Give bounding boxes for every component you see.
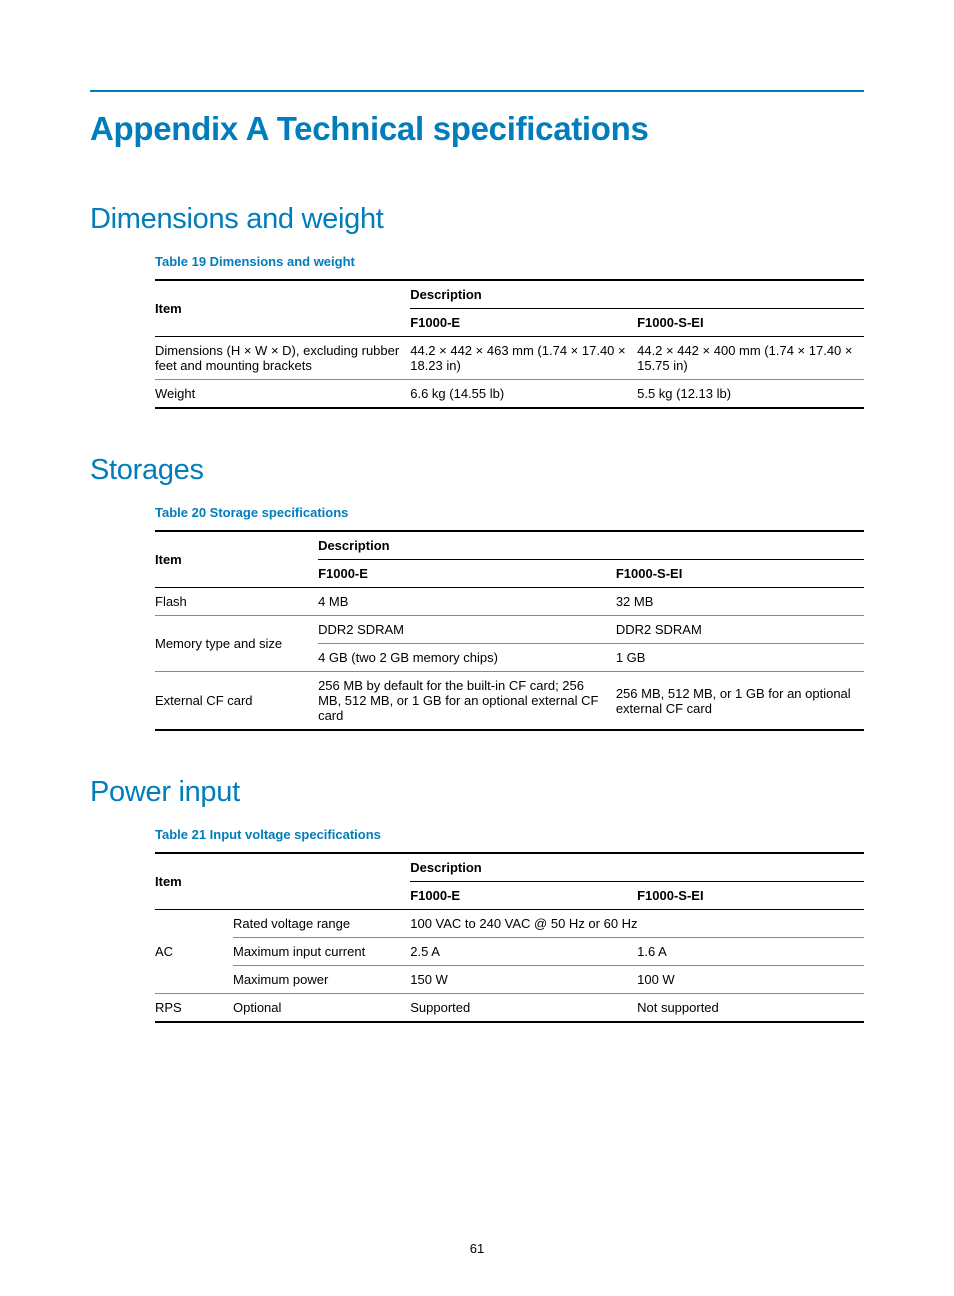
cell-value: 150 W bbox=[410, 966, 637, 994]
table-20: Item Description F1000-E F1000-S-EI Flas… bbox=[155, 530, 864, 731]
cell-value: 256 MB by default for the built-in CF ca… bbox=[318, 672, 616, 731]
table-caption-19: Table 19 Dimensions and weight bbox=[155, 254, 864, 269]
cell-value: 100 W bbox=[637, 966, 864, 994]
col-f1000sei: F1000-S-EI bbox=[616, 560, 864, 588]
cell-value: 44.2 × 442 × 463 mm (1.74 × 17.40 × 18.2… bbox=[410, 337, 637, 380]
cell-label: Maximum input current bbox=[233, 938, 410, 966]
col-f1000e: F1000-E bbox=[410, 882, 637, 910]
section-heading-storages: Storages bbox=[90, 454, 864, 487]
cell-value: 2.5 A bbox=[410, 938, 637, 966]
col-item: Item bbox=[155, 280, 410, 337]
col-description: Description bbox=[410, 853, 864, 882]
cell-ac-label: AC bbox=[155, 910, 233, 994]
cell-rps-label: RPS bbox=[155, 994, 233, 1023]
cell-label: Maximum power bbox=[233, 966, 410, 994]
cell-value: 1.6 A bbox=[637, 938, 864, 966]
table-21: Item Description F1000-E F1000-S-EI AC R… bbox=[155, 852, 864, 1023]
cell-value: 100 VAC to 240 VAC @ 50 Hz or 60 Hz bbox=[410, 910, 864, 938]
col-item: Item bbox=[155, 531, 318, 588]
cell-item: External CF card bbox=[155, 672, 318, 731]
cell-label: Optional bbox=[233, 994, 410, 1023]
section-heading-power: Power input bbox=[90, 776, 864, 809]
top-rule bbox=[90, 90, 864, 92]
cell-value: 32 MB bbox=[616, 588, 864, 616]
cell-value: 44.2 × 442 × 400 mm (1.74 × 17.40 × 15.7… bbox=[637, 337, 864, 380]
cell-value: 4 MB bbox=[318, 588, 616, 616]
col-f1000e: F1000-E bbox=[410, 309, 637, 337]
appendix-title: Appendix A Technical specifications bbox=[90, 110, 864, 148]
col-description: Description bbox=[410, 280, 864, 309]
cell-value: DDR2 SDRAM bbox=[616, 616, 864, 644]
col-item: Item bbox=[155, 853, 410, 910]
cell-value: 5.5 kg (12.13 lb) bbox=[637, 380, 864, 409]
col-f1000sei: F1000-S-EI bbox=[637, 309, 864, 337]
table-caption-21: Table 21 Input voltage specifications bbox=[155, 827, 864, 842]
table-19: Item Description F1000-E F1000-S-EI Dime… bbox=[155, 279, 864, 409]
col-description: Description bbox=[318, 531, 864, 560]
cell-item: Memory type and size bbox=[155, 616, 318, 672]
cell-value: Supported bbox=[410, 994, 637, 1023]
cell-value: Not supported bbox=[637, 994, 864, 1023]
cell-item: Dimensions (H × W × D), excluding rubber… bbox=[155, 337, 410, 380]
col-f1000sei: F1000-S-EI bbox=[637, 882, 864, 910]
cell-label: Rated voltage range bbox=[233, 910, 410, 938]
cell-value: 256 MB, 512 MB, or 1 GB for an optional … bbox=[616, 672, 864, 731]
table-caption-20: Table 20 Storage specifications bbox=[155, 505, 864, 520]
cell-value: DDR2 SDRAM bbox=[318, 616, 616, 644]
cell-item: Flash bbox=[155, 588, 318, 616]
cell-value: 4 GB (two 2 GB memory chips) bbox=[318, 644, 616, 672]
cell-item: Weight bbox=[155, 380, 410, 409]
page-number: 61 bbox=[0, 1241, 954, 1256]
cell-value: 6.6 kg (14.55 lb) bbox=[410, 380, 637, 409]
section-heading-dimensions: Dimensions and weight bbox=[90, 203, 864, 236]
cell-value: 1 GB bbox=[616, 644, 864, 672]
col-f1000e: F1000-E bbox=[318, 560, 616, 588]
